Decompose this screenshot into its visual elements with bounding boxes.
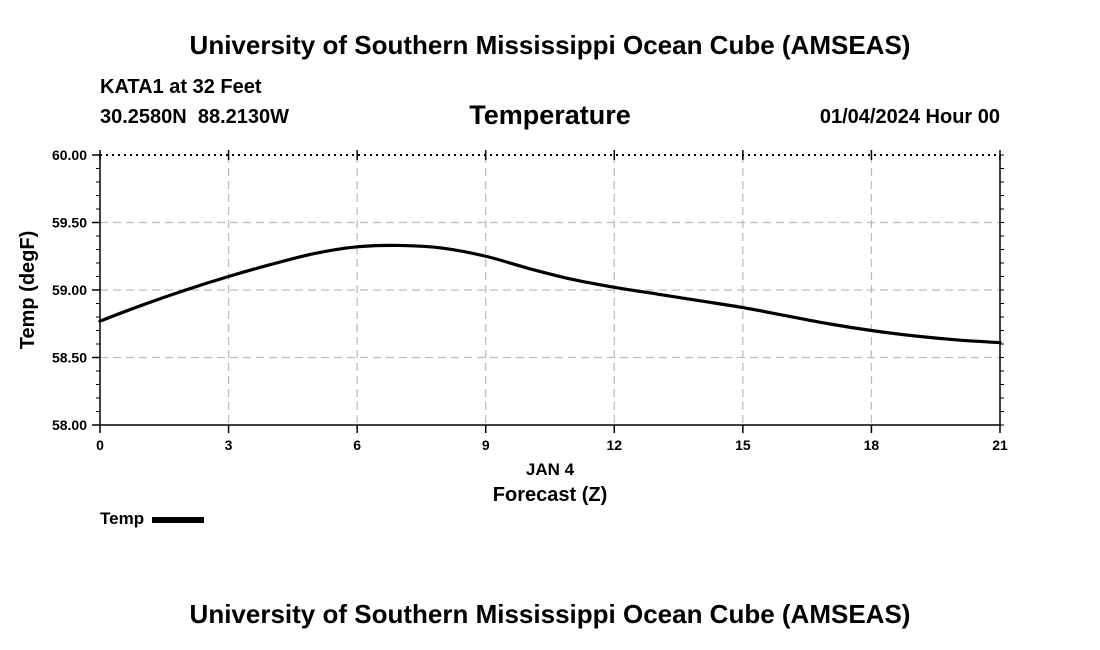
x-axis-label: Forecast (Z) xyxy=(493,484,607,506)
x-tick-label: 3 xyxy=(225,437,233,453)
y-tick-label: 58.00 xyxy=(52,417,87,433)
footer-title: University of Southern Mississippi Ocean… xyxy=(189,599,911,629)
x-tick-label: 0 xyxy=(96,437,104,453)
x-tick-label: 6 xyxy=(353,437,361,453)
x-tick-label: 21 xyxy=(992,437,1008,453)
y-tick-label: 59.50 xyxy=(52,215,87,231)
legend-line-swatch xyxy=(152,517,205,523)
y-tick-label: 60.00 xyxy=(52,147,87,163)
y-axis-label: Temp (degF) xyxy=(17,231,39,350)
y-tick-label: 58.50 xyxy=(52,350,87,366)
station-coordinates: 30.2580N 88.2130W xyxy=(100,106,290,128)
y-tick-label: 59.00 xyxy=(52,282,87,298)
legend: Temp xyxy=(100,509,205,529)
page-title: University of Southern Mississippi Ocean… xyxy=(189,30,911,60)
forecast-datetime: 01/04/2024 Hour 00 xyxy=(819,106,1000,128)
variable-title: Temperature xyxy=(469,100,631,130)
x-tick-label: 15 xyxy=(735,437,751,453)
x-axis-date-label: JAN 4 xyxy=(526,460,575,479)
x-tick-label: 12 xyxy=(606,437,622,453)
station-label: KATA1 at 32 Feet xyxy=(100,76,262,98)
x-tick-label: 9 xyxy=(482,437,490,453)
x-tick-label: 18 xyxy=(864,437,880,453)
legend-label: Temp xyxy=(100,509,145,528)
temp-series-line xyxy=(98,243,1002,345)
